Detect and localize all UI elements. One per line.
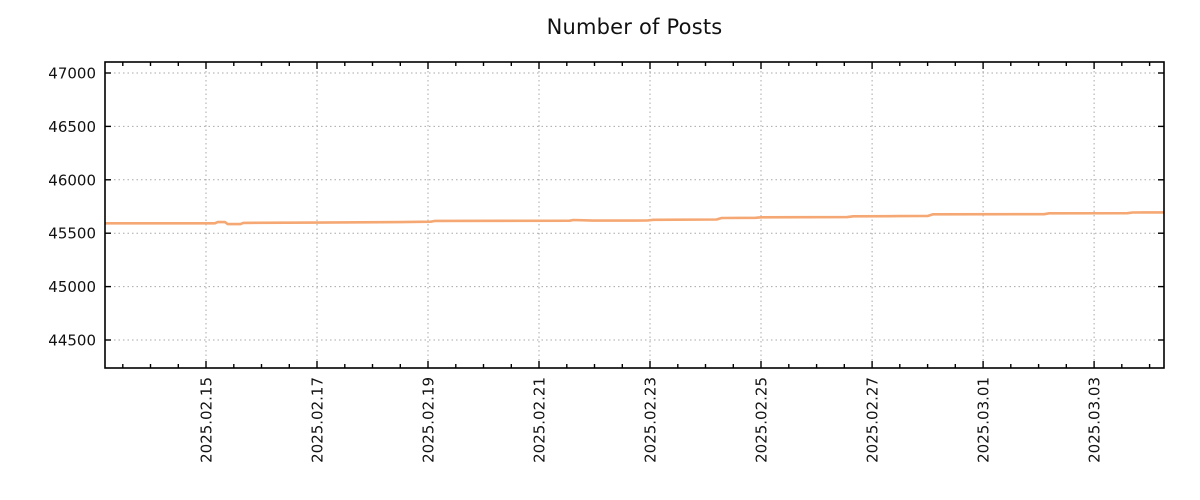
x-tick-label: 2025.02.19 [420, 377, 438, 463]
posts-line [105, 211, 1165, 226]
x-tick-label: 2025.02.25 [753, 377, 771, 463]
y-tick-label: 45500 [48, 225, 96, 243]
x-tick-label: 2025.03.03 [1086, 377, 1104, 463]
x-tick-label: 2025.02.21 [531, 377, 549, 463]
x-tick-label: 2025.03.01 [975, 377, 993, 463]
y-tick-label: 46000 [48, 171, 96, 189]
y-tick-label: 47000 [48, 65, 96, 83]
x-tick-label: 2025.02.27 [864, 377, 882, 463]
y-tick-label: 46500 [48, 118, 96, 136]
x-tick-label: 2025.02.17 [309, 377, 327, 463]
x-tick-label: 2025.02.23 [642, 377, 660, 463]
plot-border [104, 61, 1165, 369]
y-tick-label: 45000 [48, 278, 96, 296]
x-tick-label: 2025.02.15 [198, 377, 216, 463]
y-tick-label: 44500 [48, 332, 96, 350]
chart-title: Number of Posts [546, 15, 723, 39]
